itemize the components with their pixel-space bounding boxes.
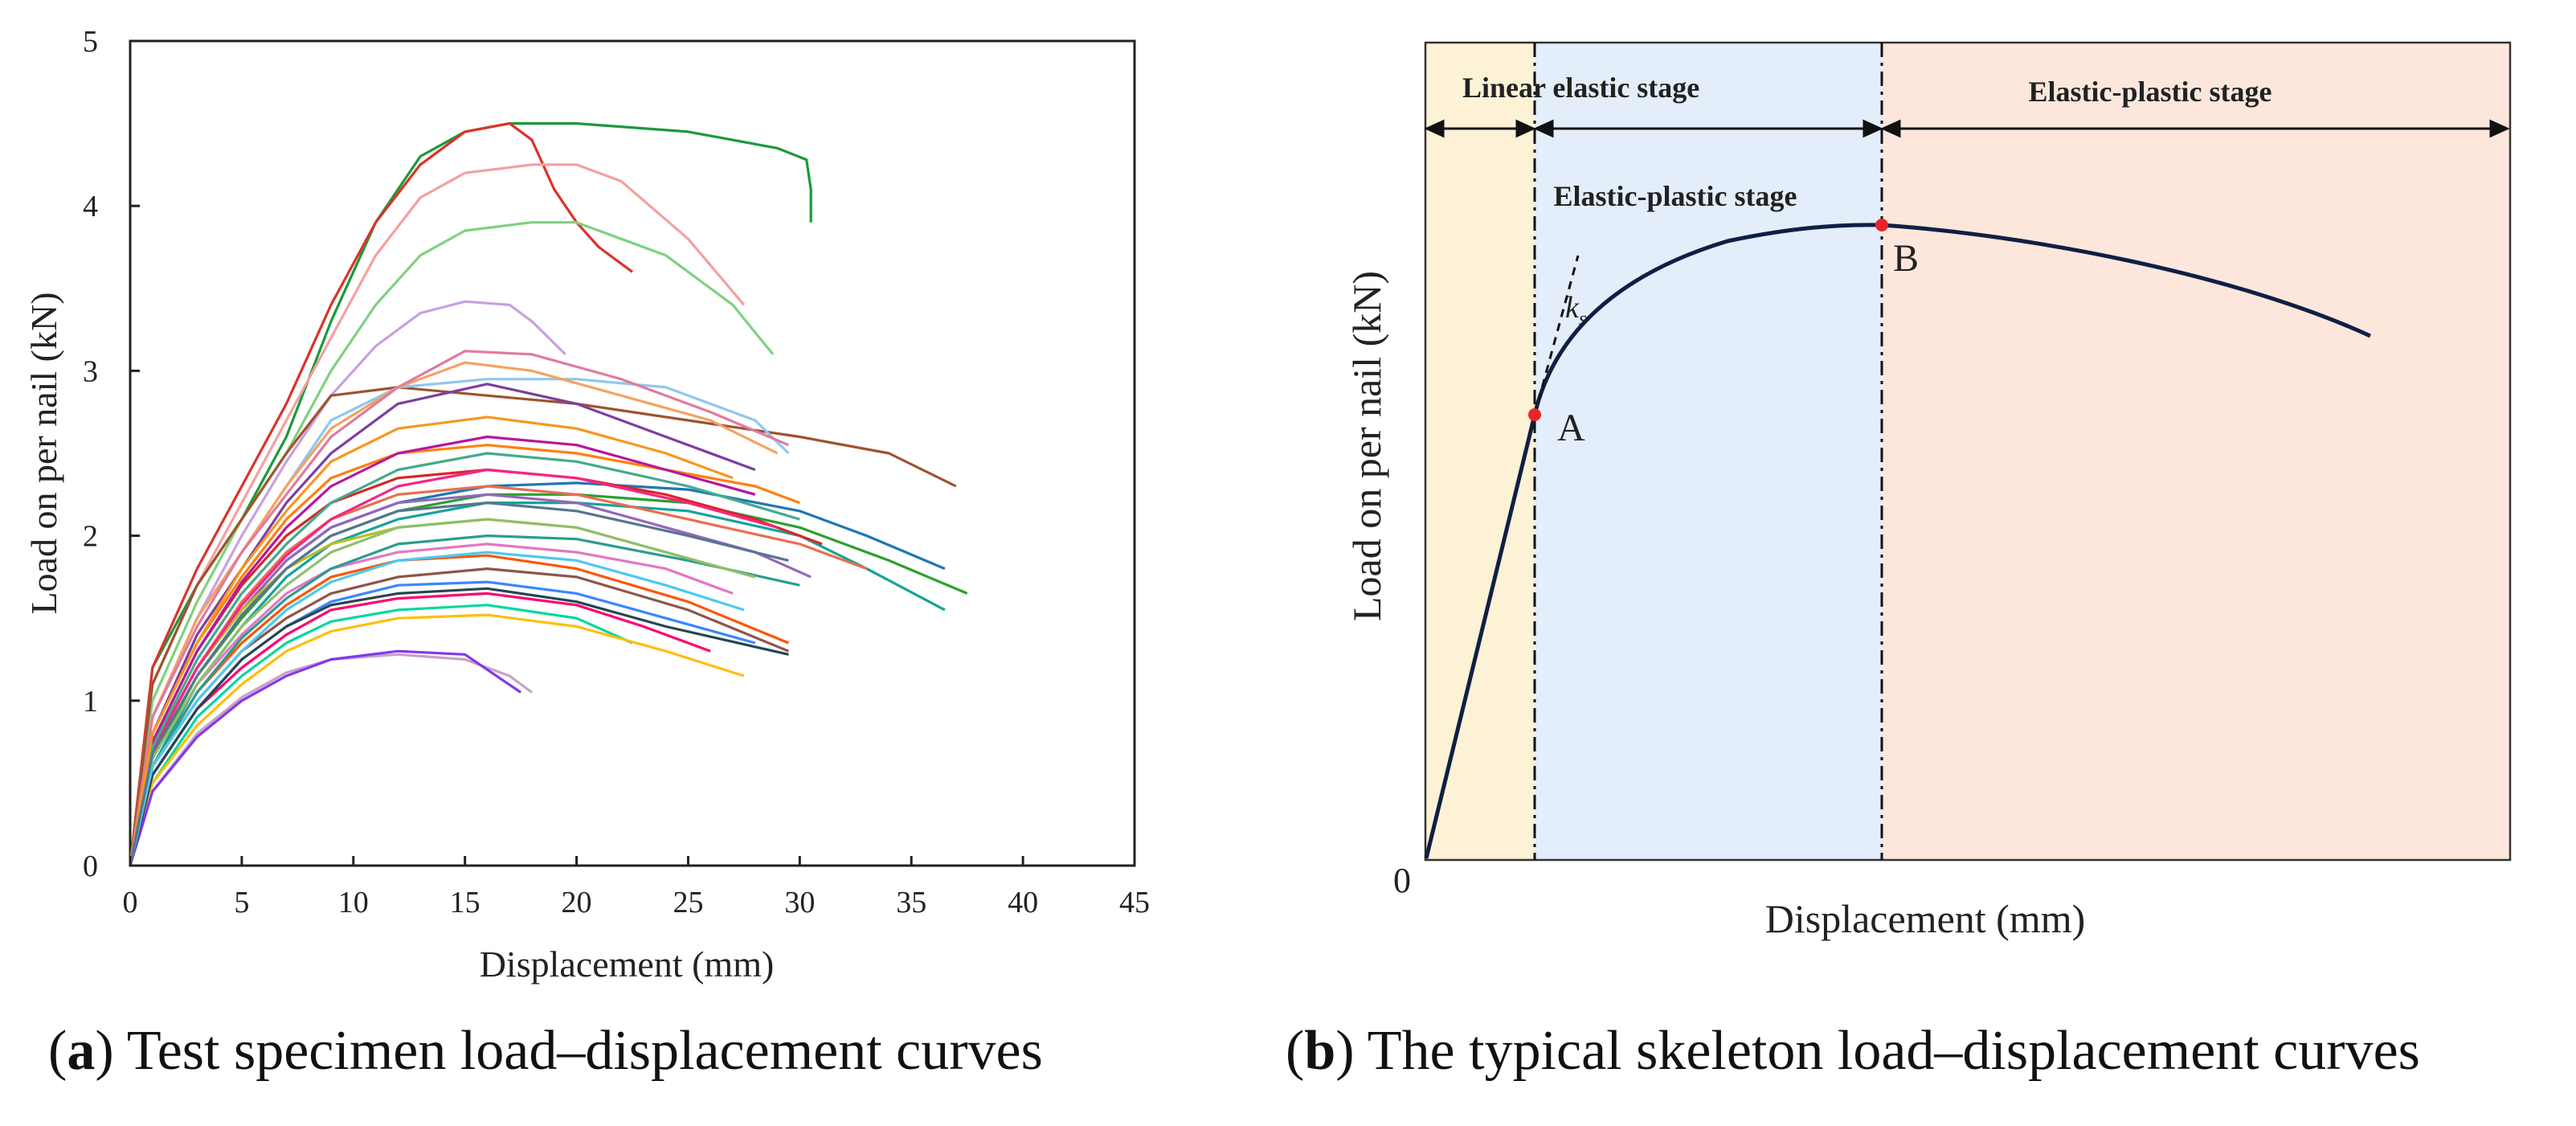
y-tick-label: 1 — [83, 685, 98, 719]
y-tick-label: 4 — [83, 190, 98, 223]
point-A-label: A — [1557, 407, 1585, 449]
series-line-31 — [129, 468, 779, 866]
panel-b-plot-frame — [1424, 41, 2512, 862]
label-elastic-plastic-stage-mid: Elastic-plastic stage — [1554, 180, 1797, 212]
panel-b-x-axis-label: Displacement (mm) — [1765, 896, 2086, 941]
x-tick-label: 40 — [1008, 886, 1038, 919]
label-elastic-plastic-stage-right: Elastic-plastic stage — [2029, 76, 2272, 108]
series-line-29 — [129, 587, 789, 866]
panel-b-chart: Linear elastic stage Elastic-plastic sta… — [1344, 41, 2512, 941]
x-tick-label: 20 — [562, 886, 592, 919]
point-A-marker — [1528, 408, 1541, 421]
y-tick-label: 5 — [83, 25, 98, 59]
series-line-25 — [129, 649, 521, 866]
series-line-30 — [129, 518, 756, 866]
point-B-label: B — [1893, 237, 1919, 280]
region-elastic-plastic-mid-bg — [1535, 43, 1882, 860]
x-tick-label: 10 — [338, 886, 369, 919]
panel-a-x-ticks: 0 5 10 15 20 25 30 35 40 45 — [123, 856, 1150, 919]
series-line-21 — [129, 592, 711, 866]
series-line-22 — [129, 604, 633, 866]
caption-a-text: Test specimen load–displacement curves — [113, 1020, 1043, 1082]
panel-a-y-axis-label: Load on per nail (kN) — [23, 292, 64, 614]
series-line-33 — [129, 435, 756, 866]
x-tick-label: 35 — [896, 886, 926, 919]
region-elastic-plastic-right-bg — [1882, 43, 2510, 860]
tangent-ks-line — [1533, 255, 1580, 416]
series-line-8 — [129, 361, 779, 866]
caption-a-letter: a — [67, 1020, 96, 1082]
x-tick-label: 15 — [450, 886, 480, 919]
series-line-23 — [129, 613, 745, 866]
x-tick-label: 0 — [123, 886, 138, 919]
panel-b-y-axis-label: Load on per nail (kN) — [1344, 271, 1389, 621]
panel-b-origin-label: 0 — [1393, 861, 1411, 900]
x-tick-label: 30 — [784, 886, 815, 919]
tangent-ks-label: ks — [1565, 291, 1587, 330]
y-tick-label: 3 — [83, 354, 98, 388]
series-line-10 — [129, 383, 756, 866]
tangent-s-subscript: s — [1579, 307, 1587, 330]
y-tick-label: 0 — [83, 850, 98, 883]
series-line-2 — [129, 122, 633, 866]
series-line-3 — [129, 163, 746, 866]
label-linear-elastic-stage: Linear elastic stage — [1462, 72, 1699, 104]
region-linear-elastic-bg — [1425, 43, 1535, 860]
x-tick-label: 45 — [1119, 886, 1150, 919]
x-tick-label: 5 — [234, 886, 249, 919]
y-tick-label: 2 — [83, 520, 98, 554]
stage-arrow-right — [1880, 119, 2510, 138]
series-line-16 — [129, 493, 812, 866]
caption-a: (a) Test specimen load–displacement curv… — [48, 1020, 1043, 1082]
series-line-35 — [129, 416, 734, 866]
caption-b-text: The typical skeleton load–displacement c… — [1354, 1020, 2420, 1082]
panel-a-x-axis-label: Displacement (mm) — [480, 944, 775, 985]
series-line-36 — [129, 501, 789, 866]
series-line-34 — [129, 452, 800, 866]
series-line-32 — [129, 551, 745, 866]
stage-arrow-mid — [1533, 119, 1883, 138]
caption-b-letter: b — [1304, 1020, 1336, 1082]
caption-b: (b) The typical skeleton load–displaceme… — [1286, 1020, 2420, 1082]
series-line-4 — [129, 221, 775, 866]
stage-arrow-linear — [1424, 119, 1536, 138]
series-line-27 — [129, 534, 800, 866]
tangent-k-text: k — [1565, 291, 1580, 325]
panel-a-plot-frame — [129, 39, 1136, 867]
skeleton-curve — [1424, 223, 2372, 859]
x-tick-label: 25 — [673, 886, 703, 919]
series-line-9 — [129, 350, 790, 866]
point-B-marker — [1875, 219, 1888, 231]
panel-a-y-ticks: 0 1 2 3 4 5 — [83, 25, 140, 883]
panel-a-series-group — [129, 122, 968, 866]
